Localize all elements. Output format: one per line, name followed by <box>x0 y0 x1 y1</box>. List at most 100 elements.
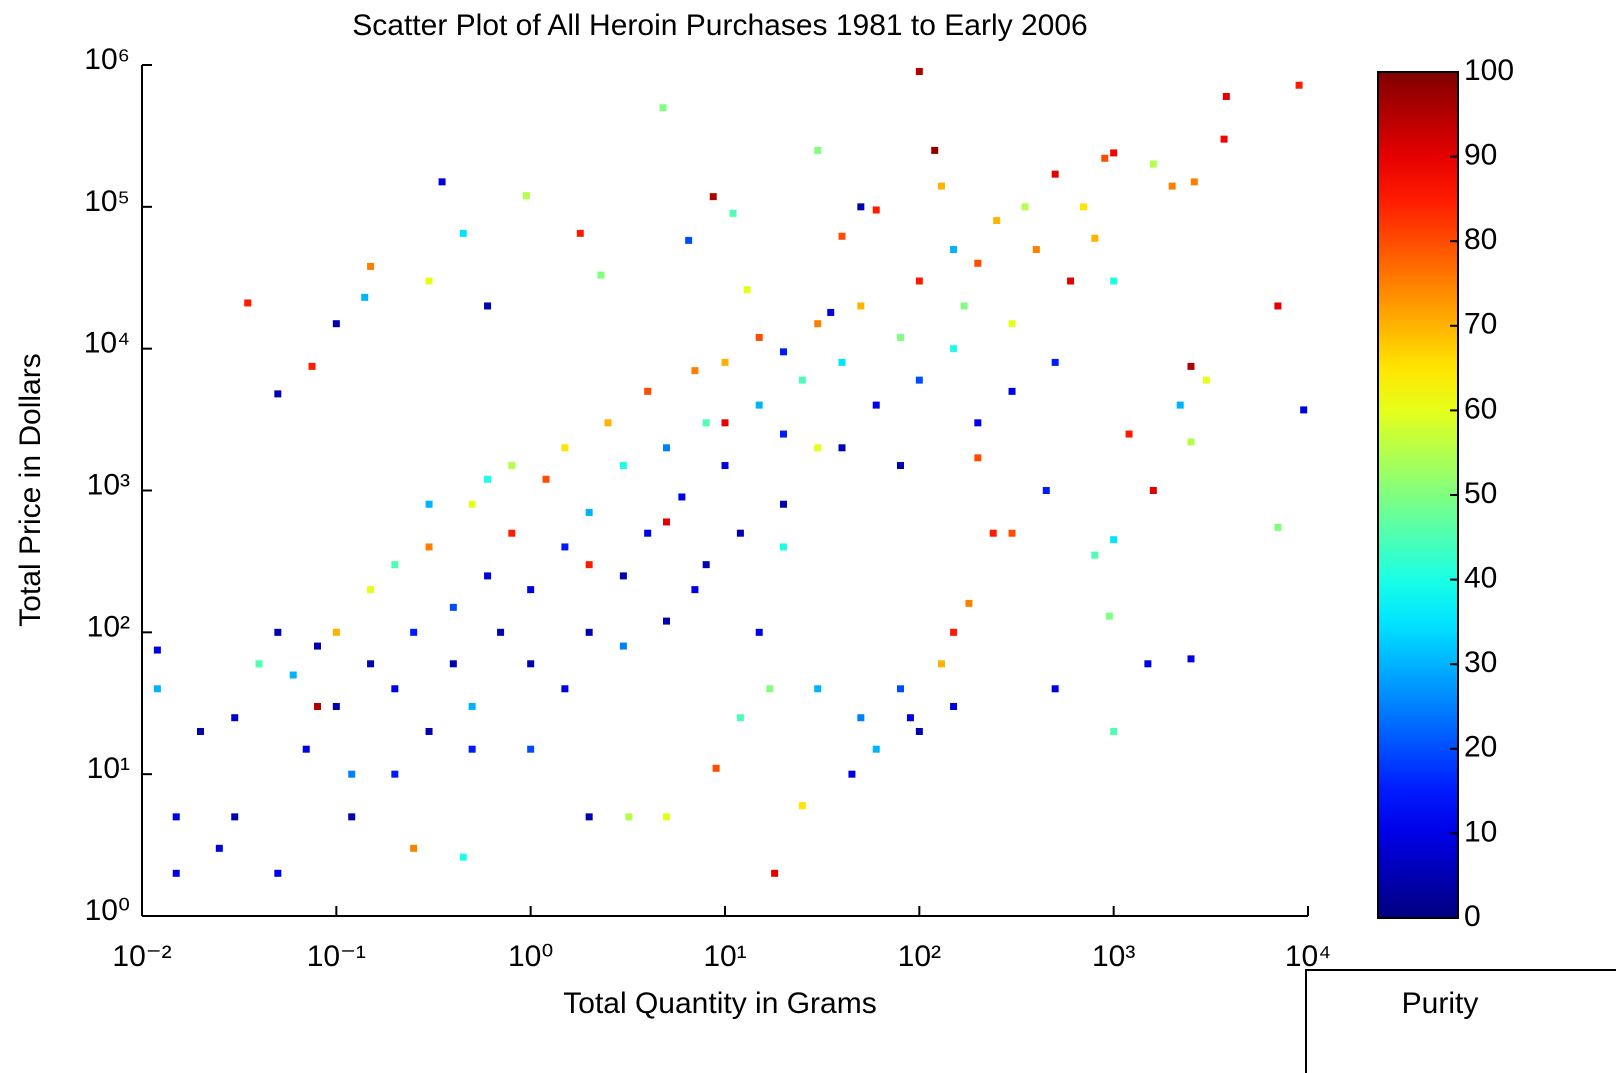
data-point <box>1021 203 1029 211</box>
data-point <box>989 529 997 537</box>
data-point <box>662 617 670 625</box>
data-point <box>527 745 535 753</box>
colorbar-tick-label: 10 <box>1464 815 1497 848</box>
data-point <box>1067 277 1075 285</box>
data-point <box>1008 320 1016 328</box>
data-point <box>527 586 535 594</box>
data-point <box>872 401 880 409</box>
data-point <box>872 745 880 753</box>
colorbar-tick-label: 60 <box>1464 392 1497 425</box>
data-point <box>1091 234 1099 242</box>
y-tick-label: 10⁰ <box>85 894 130 927</box>
data-point <box>361 293 369 301</box>
data-point <box>960 302 968 310</box>
data-point <box>662 518 670 526</box>
data-point <box>814 146 822 154</box>
data-point <box>561 444 569 452</box>
data-point <box>332 320 340 328</box>
data-point <box>974 259 982 267</box>
data-point <box>1300 406 1308 414</box>
data-point <box>585 813 593 821</box>
data-point <box>814 320 822 328</box>
data-point <box>1080 203 1088 211</box>
data-point <box>712 764 720 772</box>
data-point <box>702 419 710 427</box>
data-point <box>561 685 569 693</box>
data-point <box>172 813 180 821</box>
data-point <box>780 348 788 356</box>
data-point <box>721 419 729 427</box>
data-point <box>897 685 905 693</box>
data-point <box>289 671 297 679</box>
data-point <box>215 844 223 852</box>
data-point <box>231 813 239 821</box>
data-point <box>857 203 865 211</box>
data-point <box>153 646 161 654</box>
data-point <box>974 454 982 462</box>
data-point <box>1149 487 1157 494</box>
data-point <box>484 302 492 310</box>
data-point <box>1274 523 1282 531</box>
data-point <box>743 286 751 294</box>
data-point <box>1187 438 1195 446</box>
colorbar-tick-label: 80 <box>1464 223 1497 256</box>
data-point <box>314 642 322 650</box>
data-point <box>1110 277 1118 285</box>
data-point <box>691 586 699 594</box>
data-point <box>1222 92 1230 100</box>
data-point <box>755 628 763 636</box>
data-point <box>931 146 939 154</box>
data-point <box>1149 160 1157 168</box>
data-point <box>1168 182 1176 190</box>
colorbar-tick-label: 20 <box>1464 731 1497 764</box>
data-point <box>1295 81 1303 89</box>
data-point <box>1202 376 1210 384</box>
data-point <box>508 462 516 470</box>
data-point <box>950 702 958 710</box>
x-tick-label: 10⁻² <box>112 940 171 973</box>
data-point <box>1110 149 1118 157</box>
data-point <box>459 853 467 861</box>
data-point <box>937 660 945 668</box>
x-tick-label: 10⁴ <box>1285 940 1331 973</box>
data-point <box>391 561 399 569</box>
data-point <box>1105 612 1113 620</box>
data-point <box>950 246 958 254</box>
data-point <box>542 475 550 483</box>
data-point <box>780 500 788 508</box>
data-point <box>425 500 433 508</box>
data-point <box>755 401 763 409</box>
data-point <box>659 104 667 112</box>
data-point <box>1187 655 1195 663</box>
data-point <box>857 302 865 310</box>
data-point <box>585 628 593 636</box>
data-point <box>950 628 958 636</box>
data-point <box>302 745 310 753</box>
y-tick-label: 10⁵ <box>84 185 130 218</box>
data-point <box>814 444 822 452</box>
y-axis-label: Total Price in Dollars <box>14 353 47 626</box>
data-point <box>838 358 846 366</box>
data-point <box>1042 487 1050 494</box>
data-point <box>771 869 779 877</box>
data-point <box>729 209 737 217</box>
data-point <box>468 500 476 508</box>
data-point <box>897 462 905 470</box>
y-tick-label: 10³ <box>87 468 130 501</box>
colorbar-tick-label: 0 <box>1464 900 1481 933</box>
data-point <box>915 277 923 285</box>
data-point <box>755 333 763 341</box>
data-point <box>308 362 316 370</box>
data-point <box>662 813 670 821</box>
data-point <box>1051 170 1059 178</box>
data-point <box>1051 685 1059 693</box>
data-point <box>1125 430 1133 438</box>
data-point <box>937 182 945 190</box>
data-point <box>585 561 593 569</box>
data-point <box>1051 358 1059 366</box>
data-point <box>827 308 835 316</box>
colorbar-tick-label: 70 <box>1464 308 1497 341</box>
data-point <box>848 770 856 778</box>
x-tick-label: 10¹ <box>703 940 746 973</box>
data-point <box>766 685 774 693</box>
